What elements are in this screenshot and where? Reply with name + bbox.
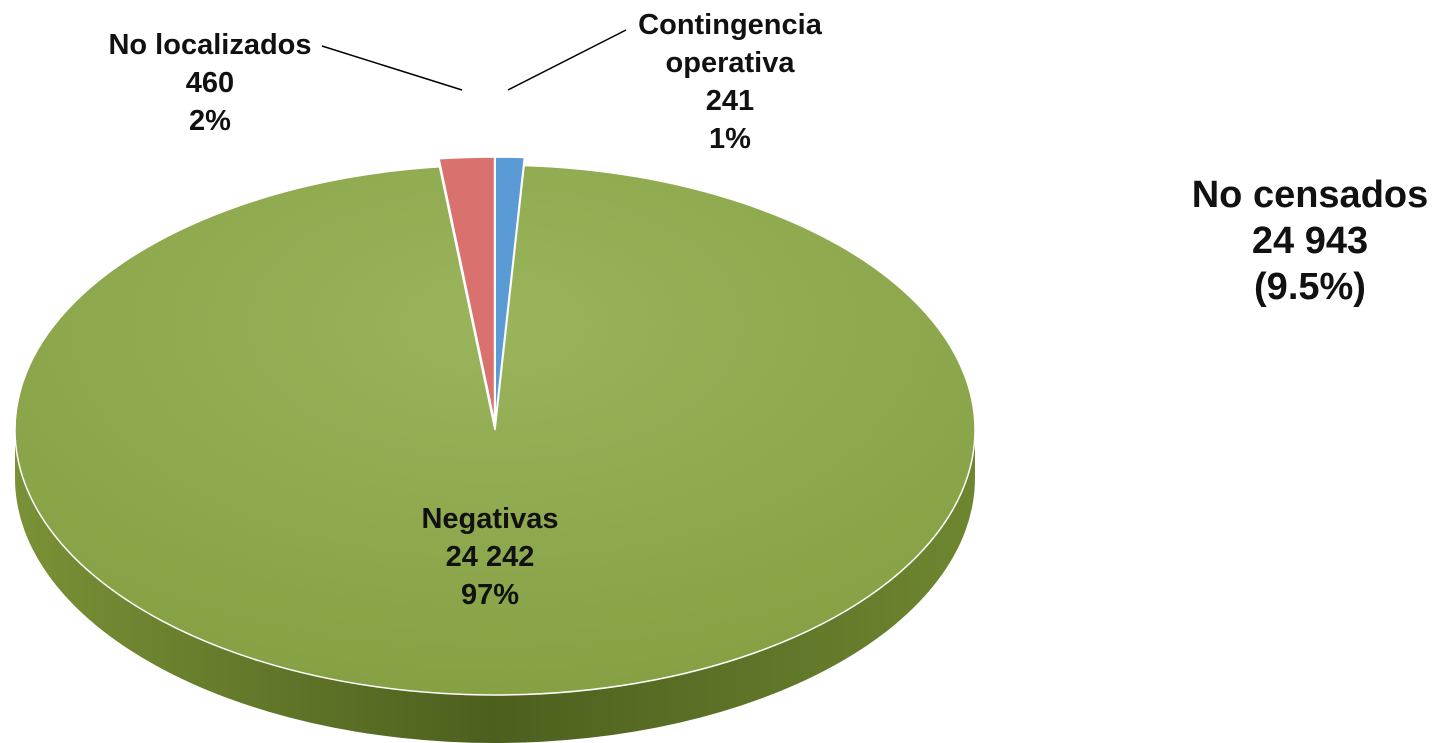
slice-label: No localizados 460 2% <box>70 26 350 140</box>
label-percent: 1% <box>709 123 751 155</box>
pie-slice <box>438 156 496 423</box>
label-value: 24 242 <box>445 541 535 573</box>
annotation-line: 24 943 <box>1251 220 1369 262</box>
slice-label: Negativas 24 242 97% <box>390 500 590 614</box>
leader-line <box>507 29 627 91</box>
slice-label: Contingencia operativa 241 1% <box>625 6 835 158</box>
annotation-line: (9.5%) <box>1254 266 1366 308</box>
label-value: 241 <box>705 85 755 117</box>
leader-line <box>321 45 463 91</box>
pie-side <box>15 430 975 743</box>
label-percent: 2% <box>189 105 231 137</box>
annotation: No censados 24 943 (9.5%) <box>1170 172 1450 310</box>
label-name: No localizados <box>108 29 312 61</box>
annotation-line: No censados <box>1191 174 1429 216</box>
label-percent: 97% <box>460 579 520 611</box>
label-name: Negativas <box>421 503 559 535</box>
pie-slice <box>14 164 976 696</box>
label-name: Contingencia operativa <box>638 9 822 79</box>
label-value: 460 <box>185 67 235 99</box>
